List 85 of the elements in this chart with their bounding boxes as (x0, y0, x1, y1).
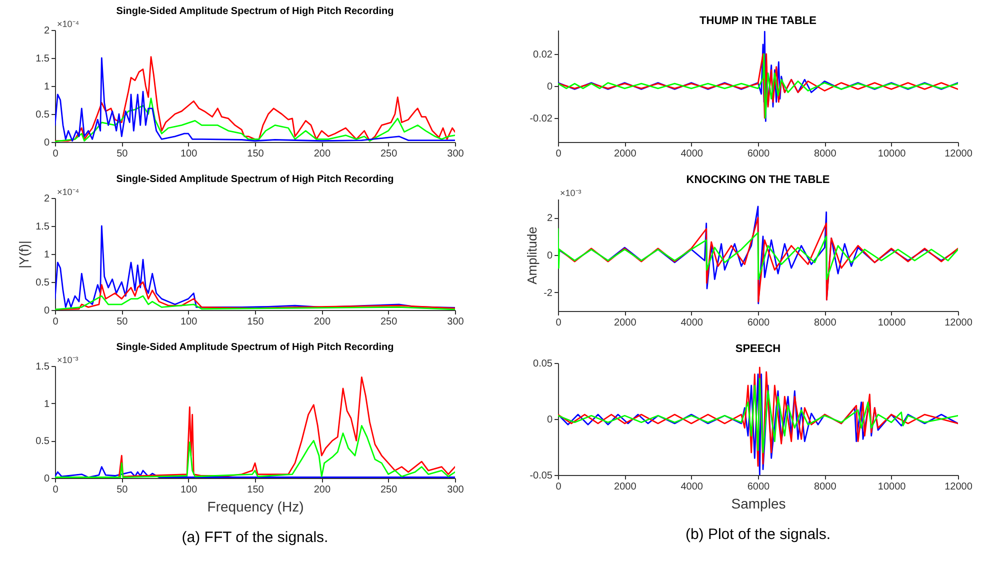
y-tick-label: 2 (44, 26, 50, 36)
y-tick-label: 0 (44, 138, 50, 148)
y-tick-label: 1.5 (36, 54, 50, 64)
text: ×10⁻³ (560, 188, 582, 198)
x-tick-label: 10000 (878, 318, 906, 328)
y-tick-label: 0 (546, 82, 553, 92)
y-tick-label: 0 (44, 306, 50, 316)
y-tick-label: 1.5 (36, 362, 50, 372)
x-tick-label: 8000 (814, 482, 837, 492)
line-series (558, 228, 958, 280)
line-series (55, 225, 455, 308)
x-tick-label: 300 (447, 148, 464, 160)
chart-title: SPEECH (735, 343, 781, 355)
text: ×10⁻⁴ (57, 19, 80, 29)
text: ×10⁻⁴ (57, 187, 80, 197)
y-tick-label: -0.05 (530, 470, 553, 482)
x-tick-label: 6000 (747, 482, 770, 492)
x-tick-label: 300 (447, 316, 464, 328)
chart-title: Single-Sided Amplitude Spectrum of High Pitch Recording (116, 174, 394, 185)
x-tick-label: 0 (52, 484, 59, 496)
y-axis-title: Amplitude (524, 226, 540, 284)
x-tick-label: 50 (116, 316, 128, 328)
x-tick-label: 2000 (614, 482, 637, 492)
x-axis-title: Samples (731, 496, 786, 512)
x-tick-label: 12000 (944, 482, 973, 492)
x-tick-label: 0 (52, 148, 59, 160)
x-tick-label: 300 (447, 484, 464, 496)
x-tick-label: 100 (180, 148, 198, 160)
y-tick-label: 0.5 (36, 278, 50, 288)
x-tick-label: 4000 (680, 318, 704, 328)
text: ×10⁻³ (57, 355, 78, 365)
x-tick-label: 6000 (747, 148, 770, 160)
chart-title: THUMP IN THE TABLE (700, 15, 816, 27)
y-tick-label: 0.5 (36, 110, 50, 120)
x-tick-label: 250 (380, 316, 398, 328)
y-tick-label: 1 (44, 82, 50, 92)
x-tick-label: 2000 (614, 148, 637, 160)
x-tick-label: 12000 (944, 148, 973, 160)
x-tick-label: 150 (247, 316, 264, 328)
y-axis-title: |Y(f)| (16, 240, 32, 268)
x-tick-label: 200 (314, 316, 331, 328)
x-tick-label: 0 (556, 318, 562, 328)
x-tick-label: 6000 (747, 318, 770, 328)
y-tick-label: 1 (44, 398, 50, 410)
x-tick-label: 250 (380, 484, 398, 496)
x-tick-label: 200 (314, 484, 331, 496)
x-tick-label: 150 (247, 148, 264, 160)
text: (b) Plot of the signals. (685, 526, 831, 543)
x-tick-label: 10000 (878, 482, 906, 492)
x-tick-label: 100 (180, 316, 198, 328)
y-tick-label: 1 (44, 250, 50, 260)
y-tick-label: 0.5 (36, 436, 50, 448)
x-tick-label: 50 (116, 484, 128, 496)
y-tick-label: 0.02 (533, 50, 553, 60)
chart-title: KNOCKING ON THE TABLE (686, 174, 830, 186)
y-tick-label: 0 (546, 414, 553, 426)
x-tick-label: 4000 (680, 482, 704, 492)
y-tick-label: -0.02 (530, 114, 553, 124)
x-tick-label: 250 (380, 148, 398, 160)
y-tick-label: 0 (44, 474, 50, 484)
chart-title: Single-Sided Amplitude Spectrum of High Pitch Recording (116, 342, 394, 353)
x-tick-label: 0 (52, 316, 59, 328)
x-tick-label: 200 (314, 148, 331, 160)
line-series (558, 378, 958, 454)
x-tick-label: 12000 (944, 318, 973, 328)
x-tick-label: 50 (116, 148, 128, 160)
x-tick-label: 0 (556, 482, 562, 492)
chart-title: Single-Sided Amplitude Spectrum of High Pitch Recording (116, 6, 394, 17)
y-tick-label: 0 (546, 250, 553, 262)
y-tick-label: 2 (546, 213, 553, 224)
y-tick-label: 0.05 (533, 358, 553, 370)
x-tick-label: 8000 (814, 318, 837, 328)
text: (a) FFT of the signals. (182, 529, 328, 546)
x-tick-label: 4000 (680, 148, 704, 160)
y-tick-label: -2 (544, 288, 553, 299)
x-tick-label: 0 (556, 148, 562, 160)
x-tick-label: 150 (247, 484, 264, 496)
x-tick-label: 8000 (814, 148, 837, 160)
x-tick-label: 2000 (614, 318, 637, 328)
x-tick-label: 100 (180, 484, 198, 496)
y-tick-label: 2 (44, 194, 50, 204)
line-series (558, 53, 958, 119)
y-tick-label: 1.5 (36, 222, 50, 232)
x-tick-label: 10000 (878, 148, 906, 160)
x-axis-title: Frequency (Hz) (207, 498, 304, 514)
